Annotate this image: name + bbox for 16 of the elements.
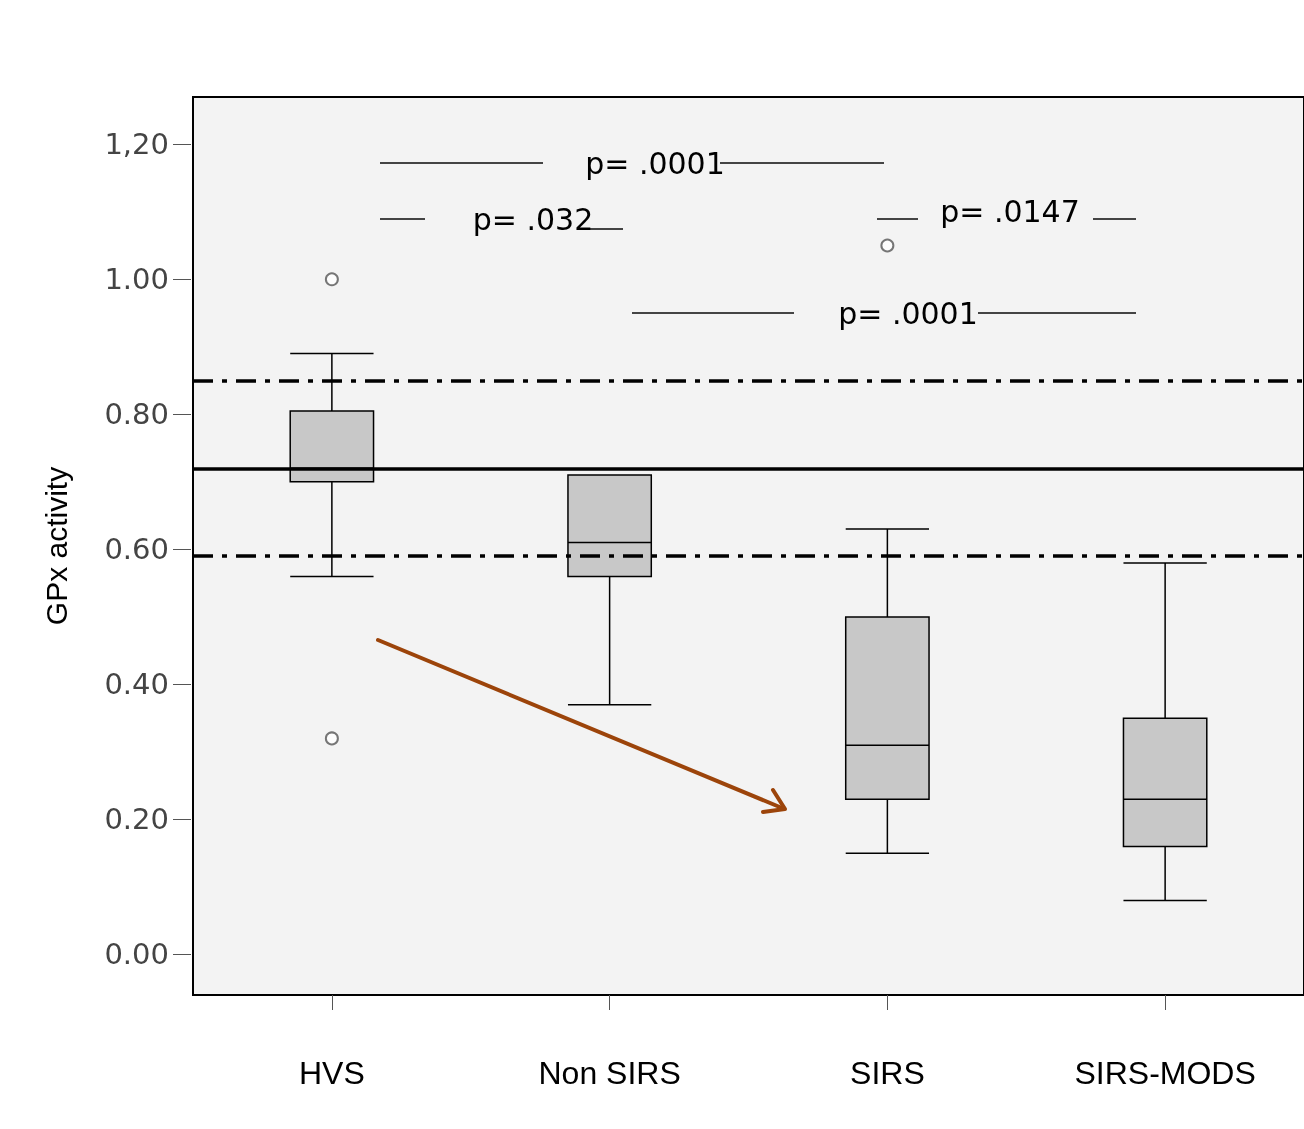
y-tick-label: 1.00 xyxy=(104,262,169,297)
annotation: p= .0001 xyxy=(838,295,978,331)
annotation: p= .032 xyxy=(472,201,594,237)
y-tick-label: 0.20 xyxy=(104,802,169,837)
annotation: p= .0001 xyxy=(585,145,725,181)
y-tick-label: 0.80 xyxy=(104,397,169,432)
x-tick-label: HVS xyxy=(298,1055,365,1091)
y-tick-label: 1,20 xyxy=(104,127,169,162)
annotation: p= .0147 xyxy=(940,193,1080,229)
x-tick-label: SIRS-MODS xyxy=(1074,1055,1256,1091)
x-tick-label: Non SIRS xyxy=(538,1055,681,1091)
y-tick-label: 0.40 xyxy=(104,667,169,702)
y-axis-title: GPx activity xyxy=(39,466,73,626)
y-tick-label: 0.00 xyxy=(104,937,169,972)
x-tick-label: SIRS xyxy=(850,1055,925,1091)
y-tick-label: 0.60 xyxy=(104,532,169,567)
